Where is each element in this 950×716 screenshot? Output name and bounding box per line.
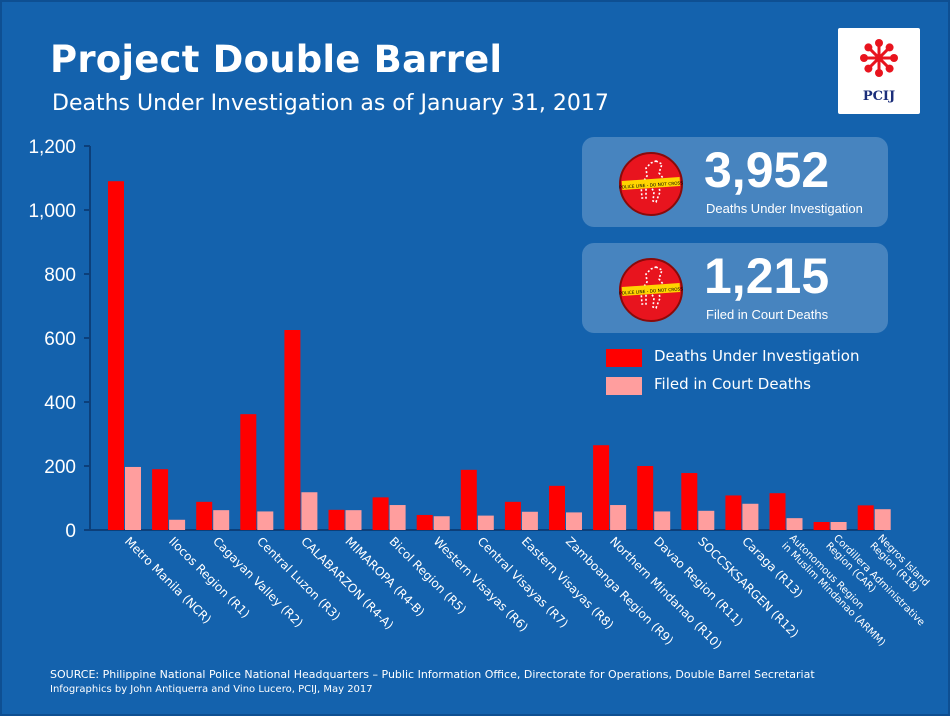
y-tick-label: 200 bbox=[44, 457, 76, 478]
bar-filed-in-court bbox=[521, 511, 538, 530]
bar-filed-in-court bbox=[213, 510, 230, 530]
bar-deaths-under-investigation bbox=[769, 493, 786, 530]
bar-deaths-under-investigation bbox=[416, 514, 433, 530]
bar-deaths-under-investigation bbox=[681, 473, 698, 530]
crime-scene-icon: POLICE LINE - DO NOT CROSS bbox=[619, 152, 684, 216]
tape-text: POLICE LINE - DO NOT CROSS bbox=[619, 286, 684, 296]
pcij-logo: PCIJ bbox=[838, 28, 920, 114]
bar-deaths-under-investigation bbox=[372, 497, 389, 530]
x-tick-label: Metro Manila (NCR) bbox=[122, 534, 214, 626]
bar-deaths-under-investigation bbox=[637, 466, 654, 530]
bar-filed-in-court bbox=[301, 492, 318, 530]
legend-label: Deaths Under Investigation bbox=[654, 347, 860, 365]
bar-deaths-under-investigation bbox=[857, 505, 874, 530]
credit-note: Infographics by John Antiquerra and Vino… bbox=[50, 684, 373, 695]
stat-box-filed: POLICE LINE - DO NOT CROSS 1,215 Filed i… bbox=[582, 243, 888, 333]
bar-deaths-under-investigation bbox=[725, 495, 742, 530]
source-note: SOURCE: Philippine National Police Natio… bbox=[50, 668, 815, 681]
y-tick-label: 0 bbox=[65, 521, 76, 542]
x-tick-label: Ilocos Region (R1) bbox=[166, 534, 253, 621]
bar-filed-in-court bbox=[610, 505, 627, 530]
sunburst-icon bbox=[860, 39, 898, 77]
bar-filed-in-court bbox=[433, 516, 450, 530]
logo-text: PCIJ bbox=[862, 89, 896, 104]
x-tick-label: MIMAROPA (R4-B) bbox=[342, 534, 427, 619]
y-tick-label: 800 bbox=[44, 265, 76, 286]
bar-filed-in-court bbox=[742, 503, 759, 530]
bar-filed-in-court bbox=[345, 510, 362, 530]
stat-box-investigation: POLICE LINE - DO NOT CROSS 3,952 Deaths … bbox=[582, 137, 888, 227]
stat-number: 3,952 bbox=[704, 142, 830, 198]
y-tick-label: 1,000 bbox=[28, 201, 76, 222]
bar-deaths-under-investigation bbox=[504, 501, 521, 530]
bar-filed-in-court bbox=[654, 511, 671, 530]
legend-swatch bbox=[606, 349, 642, 367]
bar-deaths-under-investigation bbox=[549, 485, 565, 530]
stat-label: Filed in Court Deaths bbox=[706, 307, 829, 322]
bar-filed-in-court bbox=[125, 466, 141, 530]
legend-swatch bbox=[606, 377, 642, 395]
bar-deaths-under-investigation bbox=[593, 445, 610, 530]
x-tick-label: Bicol Region (R5) bbox=[386, 534, 469, 617]
bar-filed-in-court bbox=[389, 505, 406, 530]
legend-label: Filed in Court Deaths bbox=[654, 375, 811, 393]
bar-deaths-under-investigation bbox=[152, 469, 169, 530]
page-title: Project Double Barrel bbox=[50, 38, 503, 81]
bar-deaths-under-investigation bbox=[460, 469, 477, 530]
bar-filed-in-court bbox=[874, 509, 891, 530]
bar-deaths-under-investigation bbox=[196, 501, 213, 530]
y-tick-label: 1,200 bbox=[28, 137, 76, 158]
bar-deaths-under-investigation bbox=[240, 414, 257, 530]
bar-filed-in-court bbox=[169, 519, 186, 530]
y-tick-label: 400 bbox=[44, 393, 76, 414]
crime-scene-icon: POLICE LINE - DO NOT CROSS bbox=[619, 258, 684, 322]
bar-deaths-under-investigation bbox=[284, 330, 301, 530]
stat-label: Deaths Under Investigation bbox=[706, 201, 863, 216]
bar-filed-in-court bbox=[786, 518, 803, 530]
tape-text: POLICE LINE - DO NOT CROSS bbox=[619, 180, 684, 190]
bar-filed-in-court bbox=[477, 515, 494, 530]
bar-filed-in-court bbox=[257, 511, 274, 530]
bar-filed-in-court bbox=[566, 512, 582, 530]
bar-deaths-under-investigation bbox=[108, 181, 124, 530]
page-subtitle: Deaths Under Investigation as of January… bbox=[52, 91, 609, 116]
bar-deaths-under-investigation bbox=[328, 509, 345, 530]
y-tick-label: 600 bbox=[44, 329, 76, 350]
stat-number: 1,215 bbox=[704, 248, 830, 304]
bar-deaths-under-investigation bbox=[813, 522, 830, 530]
bar-filed-in-court bbox=[698, 510, 715, 530]
x-tick-label: Central Luzon (R3) bbox=[254, 534, 343, 623]
bar-filed-in-court bbox=[830, 522, 847, 530]
